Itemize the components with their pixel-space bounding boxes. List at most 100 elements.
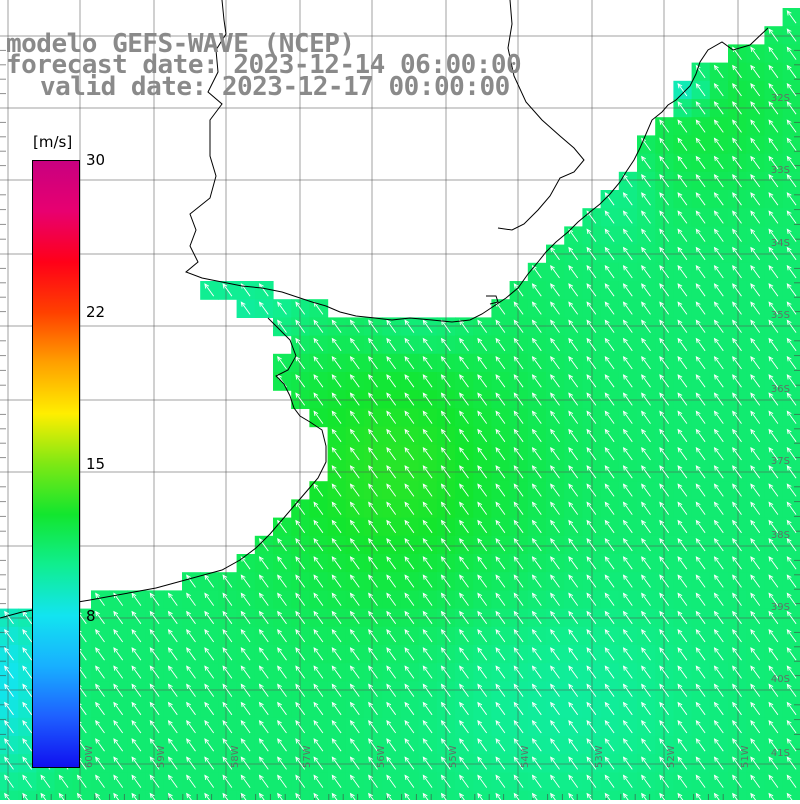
wind-arrow bbox=[277, 701, 287, 716]
wind-arrow bbox=[513, 283, 524, 297]
wind-arrow bbox=[568, 556, 579, 570]
wind-arrow bbox=[659, 410, 670, 424]
wind-arrow bbox=[477, 374, 488, 388]
wind-arrow bbox=[459, 428, 469, 443]
wind-arrow bbox=[349, 574, 360, 588]
wind-arrow bbox=[295, 301, 306, 315]
wind-arrow bbox=[568, 683, 579, 697]
wind-cell bbox=[364, 790, 383, 804]
wind-arrow bbox=[768, 665, 779, 679]
wind-arrow bbox=[586, 428, 597, 443]
wind-arrow bbox=[495, 483, 506, 497]
wind-arrow bbox=[440, 647, 451, 661]
wind-arrow bbox=[622, 192, 633, 206]
wind-arrow bbox=[750, 756, 761, 770]
wind-arrow bbox=[695, 483, 706, 497]
wind-arrow bbox=[550, 537, 560, 552]
wind-arrow bbox=[295, 774, 306, 788]
wind-arrow bbox=[440, 465, 451, 479]
wind-arrow bbox=[713, 392, 724, 406]
wind-arrow bbox=[222, 610, 233, 625]
wind-cell bbox=[291, 790, 310, 804]
wind-arrow bbox=[586, 628, 597, 643]
wind-arrow bbox=[568, 756, 579, 770]
wind-arrow bbox=[531, 374, 542, 388]
wind-arrow bbox=[586, 301, 597, 315]
wind-arrow bbox=[295, 610, 306, 625]
wind-arrow bbox=[186, 738, 196, 752]
wind-arrow bbox=[277, 574, 287, 588]
wind-cell bbox=[782, 262, 800, 282]
wind-arrow bbox=[641, 683, 651, 697]
wind-arrow bbox=[404, 319, 415, 333]
wind-arrow bbox=[604, 428, 615, 443]
wind-arrow bbox=[258, 756, 269, 770]
wind-arrow bbox=[386, 665, 397, 679]
wind-arrow bbox=[768, 756, 779, 770]
wind-arrow bbox=[477, 701, 488, 716]
wind-arrow bbox=[604, 610, 615, 625]
wind-arrow bbox=[695, 374, 706, 388]
wind-arrow bbox=[95, 683, 105, 697]
wind-arrow bbox=[295, 337, 306, 352]
wind-arrow bbox=[258, 283, 269, 297]
wind-arrow bbox=[513, 738, 524, 752]
wind-arrow bbox=[404, 574, 415, 588]
wind-arrow bbox=[641, 574, 651, 588]
wind-arrow bbox=[750, 82, 761, 97]
wind-arrow bbox=[659, 155, 670, 170]
wind-arrow bbox=[531, 647, 542, 661]
wind-arrow bbox=[750, 647, 761, 661]
wind-arrow bbox=[641, 774, 651, 788]
wind-arrow bbox=[695, 119, 706, 133]
wind-arrow bbox=[586, 556, 597, 570]
wind-arrow bbox=[586, 392, 597, 406]
wind-arrow bbox=[349, 665, 360, 679]
wind-arrow bbox=[95, 738, 105, 752]
wind-arrow bbox=[495, 374, 506, 388]
wind-arrow bbox=[622, 374, 633, 388]
wind-arrow bbox=[149, 610, 160, 625]
wind-arrow bbox=[368, 628, 378, 643]
wind-arrow bbox=[768, 574, 779, 588]
wind-arrow bbox=[277, 756, 287, 770]
wind-cell bbox=[182, 790, 201, 804]
wind-arrow bbox=[295, 665, 306, 679]
wind-arrow bbox=[368, 446, 378, 461]
wind-arrow bbox=[677, 537, 688, 552]
wind-arrow bbox=[440, 355, 451, 370]
wind-arrow bbox=[768, 647, 779, 661]
wind-arrow bbox=[586, 683, 597, 697]
wind-arrow bbox=[695, 610, 706, 625]
wind-cell bbox=[218, 790, 238, 804]
wind-arrow bbox=[604, 628, 615, 643]
wind-arrow bbox=[768, 537, 779, 552]
wind-arrow bbox=[732, 446, 742, 461]
wind-arrow bbox=[713, 756, 724, 770]
wind-arrow bbox=[732, 301, 742, 315]
wind-arrow bbox=[641, 246, 651, 261]
wind-arrow bbox=[313, 574, 324, 588]
wind-arrow bbox=[368, 519, 378, 534]
wind-arrow bbox=[186, 701, 196, 716]
wind-arrow bbox=[568, 392, 579, 406]
wind-arrow bbox=[404, 337, 415, 352]
wind-arrow bbox=[713, 82, 724, 97]
wind-arrow bbox=[713, 374, 724, 388]
wind-arrow bbox=[677, 428, 688, 443]
wind-arrow bbox=[550, 392, 560, 406]
wind-cell bbox=[509, 790, 529, 804]
wind-arrow bbox=[786, 665, 797, 679]
wind-cell bbox=[782, 699, 800, 719]
wind-arrow bbox=[641, 210, 651, 224]
wind-arrow bbox=[750, 228, 761, 242]
wind-arrow bbox=[204, 283, 215, 297]
wind-arrow bbox=[713, 628, 724, 643]
wind-arrow bbox=[732, 701, 742, 716]
wind-arrow bbox=[422, 647, 433, 661]
wind-arrow bbox=[222, 283, 233, 297]
wind-arrow bbox=[422, 556, 433, 570]
wind-arrow bbox=[677, 556, 688, 570]
wind-arrow bbox=[750, 337, 761, 352]
